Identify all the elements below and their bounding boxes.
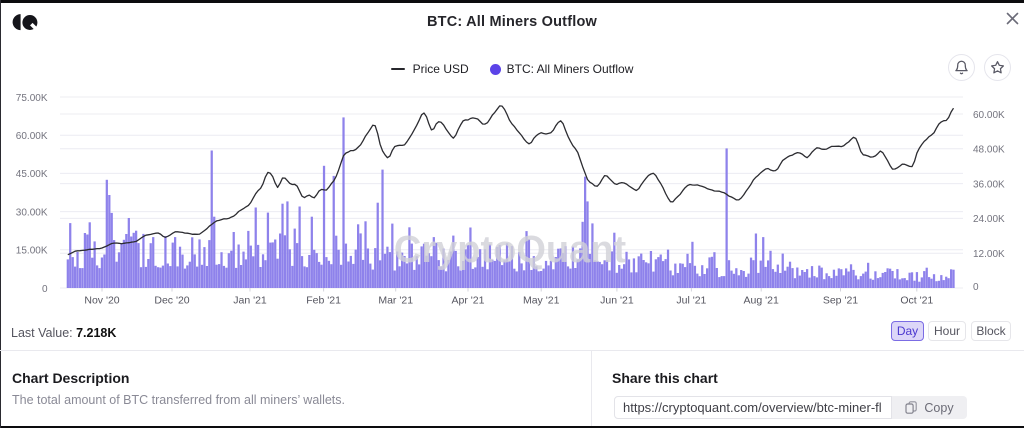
svg-text:60.00K: 60.00K xyxy=(973,110,1005,121)
svg-text:Mar '21: Mar '21 xyxy=(378,295,413,307)
svg-text:24.00K: 24.00K xyxy=(973,214,1005,225)
svg-text:15.00K: 15.00K xyxy=(16,246,48,257)
svg-text:Jul '21: Jul '21 xyxy=(676,295,706,307)
svg-text:12.00K: 12.00K xyxy=(973,249,1005,260)
svg-text:Apr '21: Apr '21 xyxy=(452,295,485,307)
svg-text:45.00K: 45.00K xyxy=(16,169,48,180)
svg-text:0: 0 xyxy=(42,284,48,295)
svg-text:Jan '21: Jan '21 xyxy=(233,295,267,307)
svg-text:Aug '21: Aug '21 xyxy=(744,295,779,307)
svg-text:Jun '21: Jun '21 xyxy=(600,295,634,307)
svg-text:Sep '21: Sep '21 xyxy=(823,295,858,307)
svg-text:Dec '20: Dec '20 xyxy=(154,295,189,307)
svg-text:0: 0 xyxy=(973,282,979,293)
svg-text:60.00K: 60.00K xyxy=(16,131,48,142)
svg-text:CryptoQuant: CryptoQuant xyxy=(394,229,627,271)
svg-text:May '21: May '21 xyxy=(523,295,560,307)
svg-text:36.00K: 36.00K xyxy=(973,179,1005,190)
svg-text:Feb '21: Feb '21 xyxy=(306,295,341,307)
svg-text:48.00K: 48.00K xyxy=(973,145,1005,156)
svg-text:75.00K: 75.00K xyxy=(16,93,48,104)
svg-text:Nov '20: Nov '20 xyxy=(84,295,119,307)
svg-text:Oct '21: Oct '21 xyxy=(900,295,933,307)
svg-text:30.00K: 30.00K xyxy=(16,207,48,218)
